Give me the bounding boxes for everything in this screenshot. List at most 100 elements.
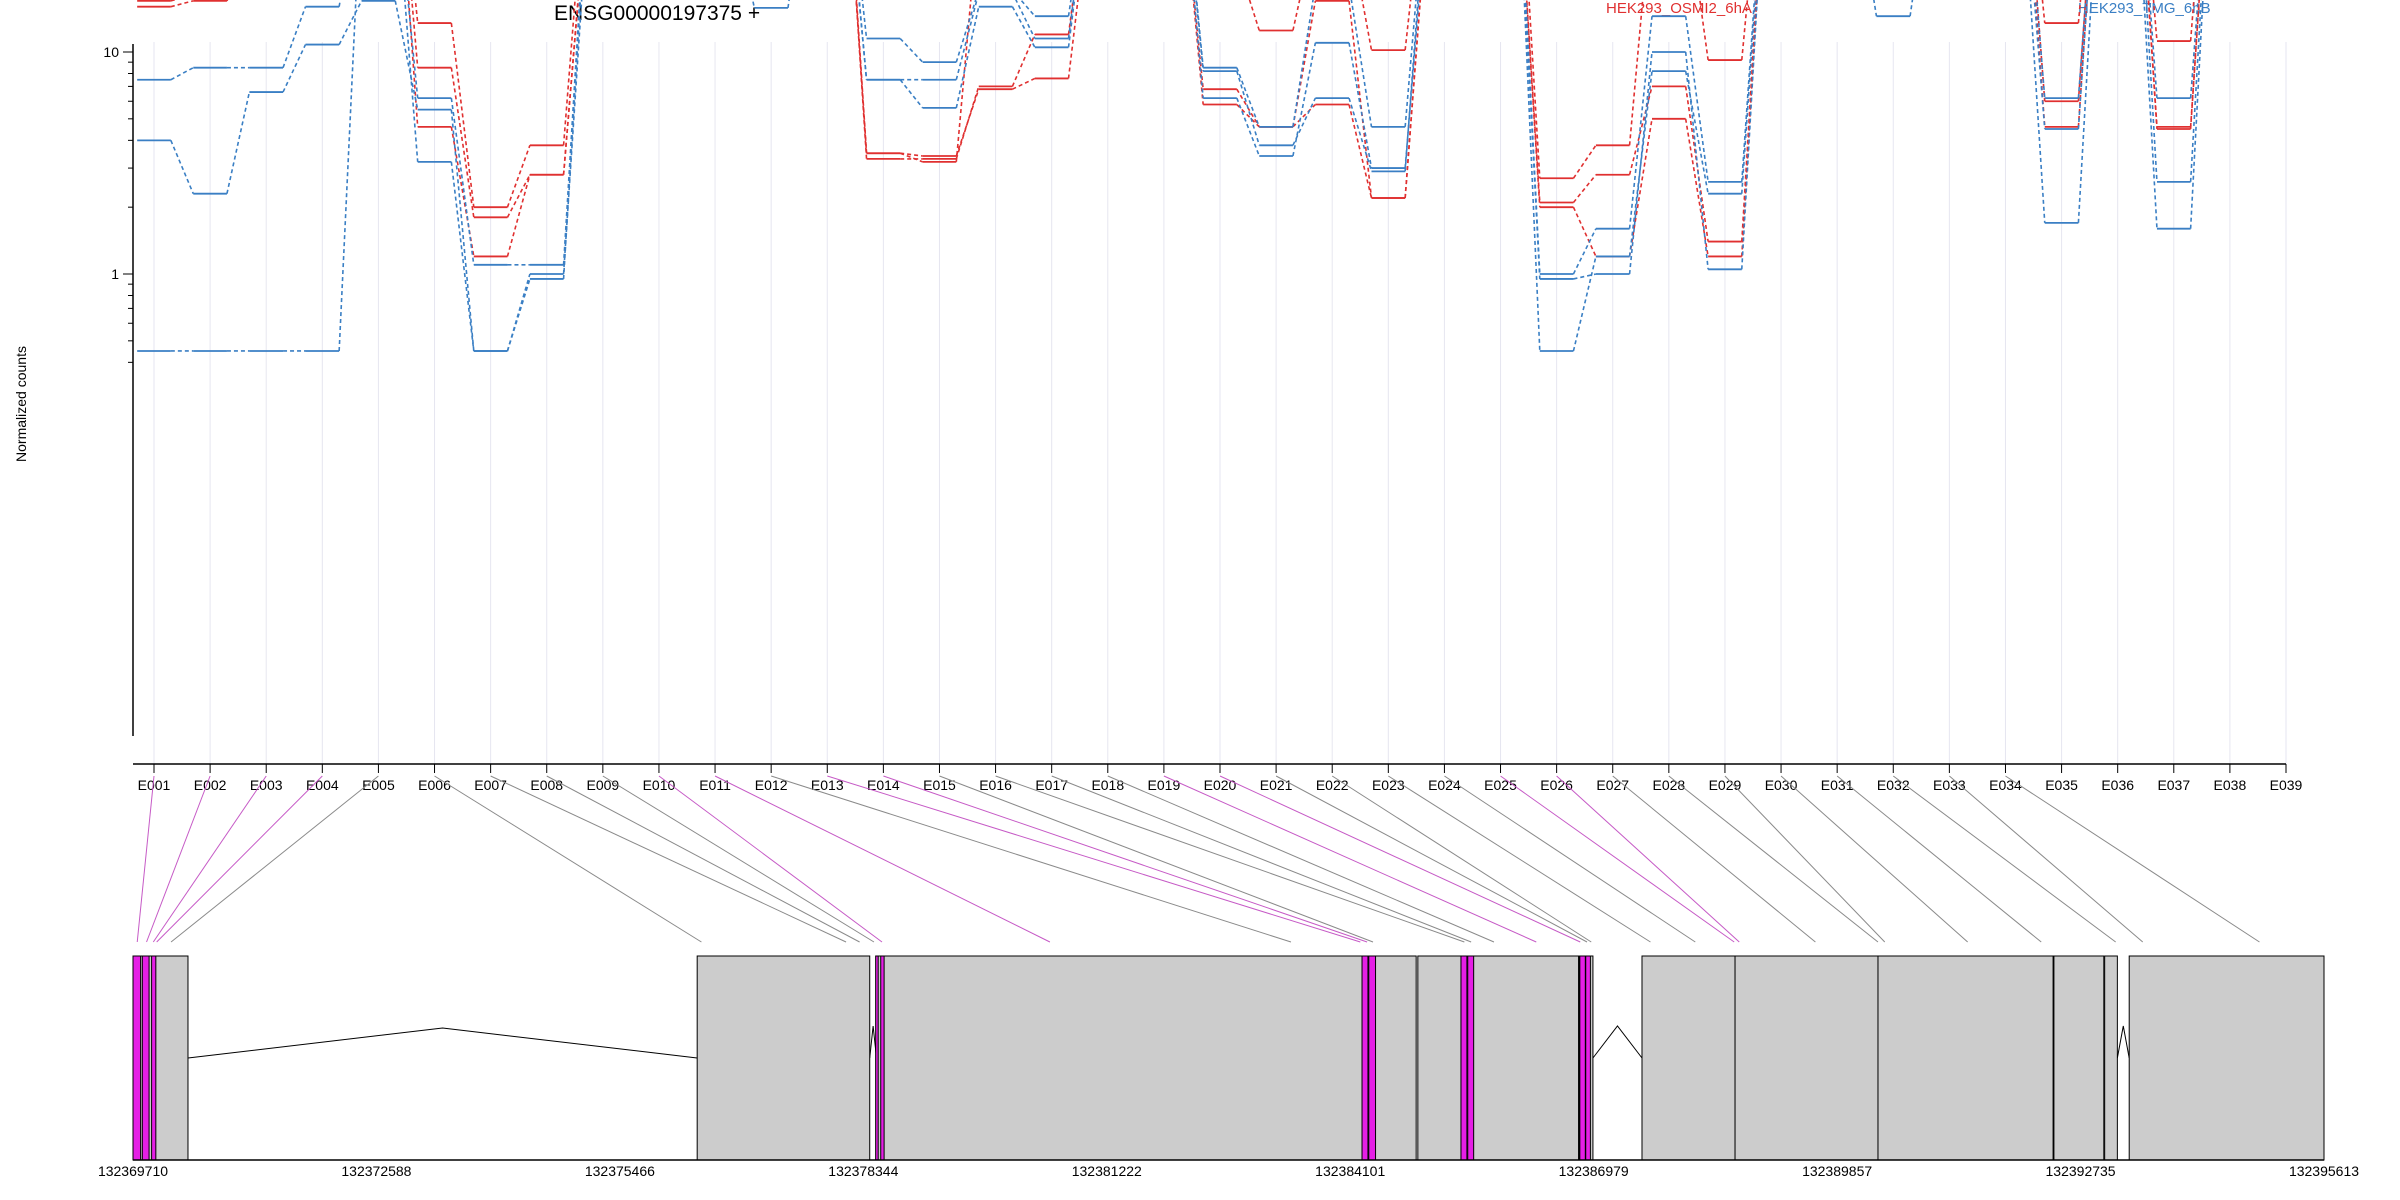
series-transition: [450, 67, 475, 218]
series-transition: [1236, 103, 1260, 128]
exon-block: [876, 955, 1417, 1161]
x-tick-label-e012: E012: [755, 777, 788, 793]
intron: [2116, 1025, 2130, 1059]
exon-block: [2104, 955, 2118, 1161]
series-transition: [338, 0, 357, 352]
connector-e023: [1388, 775, 1651, 943]
series-transition: [282, 44, 307, 93]
x-tick-label-e034: E034: [1989, 777, 2022, 793]
series-transition: [1684, 51, 1709, 270]
x-tick-label-e033: E033: [1933, 777, 1966, 793]
series-transition: [407, 0, 419, 99]
series-transition: [1699, 0, 1709, 61]
x-tick-label-e019: E019: [1148, 777, 1181, 793]
series-transition: [2189, 0, 2199, 99]
x-tick-label-e022: E022: [1316, 777, 1349, 793]
connector-e003: [152, 775, 267, 943]
connector-e021: [1275, 775, 1588, 943]
connector-e014: [883, 775, 1368, 943]
connector-e032: [1892, 775, 2116, 943]
series-transition: [1628, 51, 1653, 275]
highlighted-exon: [151, 955, 157, 1161]
connector-e026: [1556, 775, 1740, 943]
series-transition: [506, 273, 531, 352]
connector-e030: [1780, 775, 1968, 943]
x-tick-label-e025: E025: [1484, 777, 1517, 793]
series-transition: [955, 88, 980, 157]
series-transition: [2036, 0, 2046, 102]
series-transition: [1348, 104, 1373, 199]
connector-e002: [146, 775, 211, 943]
series-transition: [2077, 0, 2093, 223]
series-transition: [1528, 0, 1541, 179]
connector-e018: [1107, 775, 1495, 943]
x-tick-label-e028: E028: [1652, 777, 1685, 793]
x-tick-label-e004: E004: [306, 777, 339, 793]
connector-e025: [1500, 775, 1735, 943]
series-transition: [450, 161, 475, 352]
x-tick-label-e031: E031: [1821, 777, 1854, 793]
series-transition: [2147, 0, 2158, 130]
gene-tick-label: 132375466: [585, 1163, 655, 1179]
gene-tick-label: 132395613: [2289, 1163, 2359, 1179]
series-transition: [226, 91, 251, 194]
connector-e006: [434, 775, 702, 943]
highlighted-exon: [141, 955, 150, 1161]
series-transition: [2036, 0, 2046, 99]
series-transition: [1524, 0, 1541, 275]
series-transition: [1192, 0, 1204, 105]
series-transition: [170, 140, 195, 195]
exon-block: [1417, 955, 1462, 1161]
series-transition: [1236, 97, 1261, 157]
x-tick-label-e037: E037: [2157, 777, 2190, 793]
chart-title: ENSG00000197375 +: [554, 2, 761, 25]
series-transition: [855, 0, 868, 154]
series-transition: [1628, 118, 1653, 257]
series-transition: [1067, 0, 1076, 48]
series-transition: [170, 0, 194, 8]
x-tick-label-e036: E036: [2101, 777, 2134, 793]
highlighted-exon: [880, 955, 885, 1161]
connector-e024: [1444, 775, 1696, 943]
connector-e015: [939, 775, 1374, 943]
series-transition: [1067, 0, 1075, 39]
connector-e028: [1668, 775, 1879, 943]
series-transition: [226, 0, 229, 2]
series-transition: [1348, 42, 1373, 169]
series-layer: [137, 0, 2204, 352]
series-transition: [1573, 273, 1597, 280]
connector-e008: [546, 775, 860, 943]
x-tick-label-e026: E026: [1540, 777, 1573, 793]
series-transition: [450, 109, 475, 352]
x-tick-label-e002: E002: [194, 777, 227, 793]
series-transition: [2033, 0, 2046, 130]
series-transition: [899, 79, 924, 109]
series-transition: [450, 22, 475, 208]
connector-e011: [714, 775, 1051, 943]
series-transition: [1525, 0, 1541, 208]
x-tick-label-e038: E038: [2214, 777, 2247, 793]
series-transition: [1873, 0, 1878, 17]
series-transition: [450, 97, 475, 265]
series-transition: [562, 0, 576, 146]
series-transition: [1015, 0, 1036, 39]
series-transition: [1524, 0, 1541, 279]
series-transition: [1248, 0, 1261, 31]
series-transition: [1292, 42, 1317, 157]
exon-block: [2053, 955, 2105, 1161]
series-transition: [1292, 97, 1317, 146]
series-transition: [170, 66, 194, 81]
series-transition: [955, 0, 978, 80]
series-transition: [1572, 174, 1597, 203]
series-transition: [787, 0, 790, 9]
series-transition: [1628, 86, 1653, 175]
connector-e010: [658, 775, 883, 943]
gene-model-layer: 132369710 132372588 132375466 132378344 1323…: [98, 955, 2359, 1179]
series-transition: [282, 6, 307, 68]
intron: [1592, 1025, 1643, 1059]
gene-tick-label: 132389857: [1802, 1163, 1872, 1179]
axes-layer: 110100E001E002E003E004E005E006E007E008E0…: [103, 44, 2303, 793]
connector-e019: [1163, 775, 1537, 943]
x-tick-label-e032: E032: [1877, 777, 1910, 793]
